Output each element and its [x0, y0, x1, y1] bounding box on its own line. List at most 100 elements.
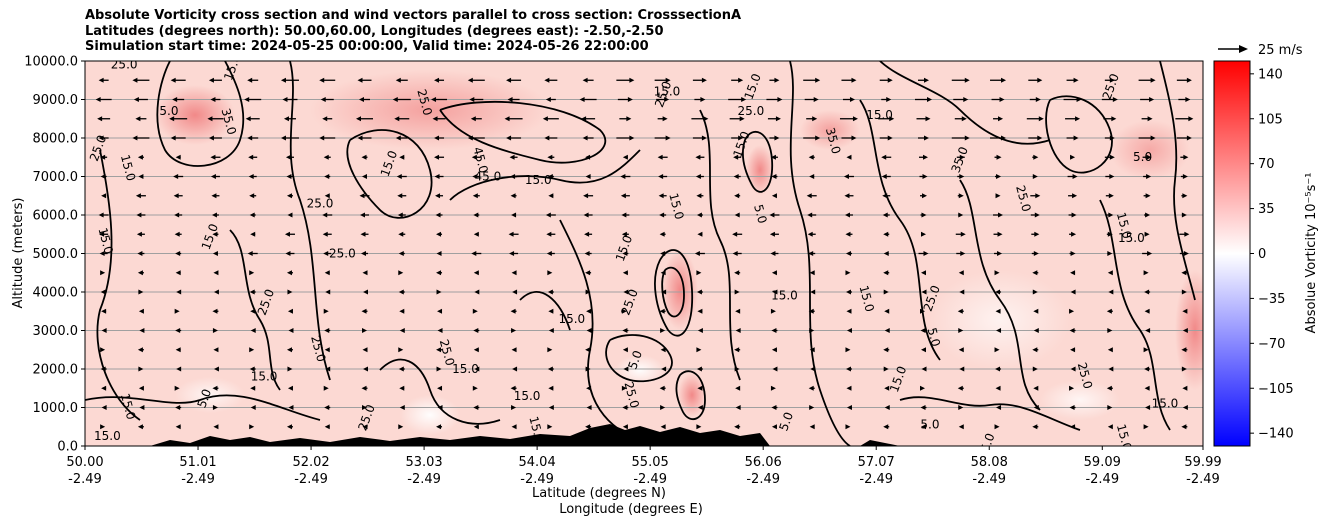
contour-label: 25.0 [1075, 361, 1095, 390]
wind-vector-head [283, 116, 289, 122]
wind-vector-head [1144, 289, 1150, 295]
wind-vector-head [320, 97, 326, 102]
wind-vector-head [360, 212, 365, 218]
wind-vector-head [100, 154, 106, 160]
wind-vector-head [959, 366, 965, 372]
wind-vector-head [1143, 347, 1149, 353]
wind-vector-head [95, 97, 101, 102]
wind-vector-head [1106, 385, 1112, 391]
wind-vector-head [735, 308, 741, 314]
wind-vector-head [472, 193, 478, 199]
wind-vector-head [1150, 135, 1156, 141]
wind-vector-head [100, 270, 106, 276]
wind-vector-head [1143, 424, 1149, 430]
wind-vector-head [661, 289, 667, 295]
wind-vector-head [398, 347, 404, 353]
colorbar-tick-label: 0 [1258, 247, 1266, 262]
contour-label: 15.0 [558, 312, 585, 326]
wind-vector-head [286, 347, 292, 353]
wind-vector-head [809, 347, 815, 353]
wind-vector-head [697, 385, 703, 391]
wind-vector-head [664, 97, 670, 102]
wind-vector-head [286, 270, 292, 276]
wind-vector-head [510, 193, 516, 199]
wind-vector-head [998, 212, 1004, 218]
wind-vector-head [99, 231, 105, 237]
wind-vector-head [98, 77, 104, 83]
wind-vector-head [325, 366, 331, 372]
contour-label: 15.0 [1152, 397, 1179, 411]
wind-vector-head [584, 251, 590, 256]
wind-vector-head [169, 116, 175, 122]
wind-vector-head [923, 154, 928, 160]
wind-vector-head [175, 328, 181, 333]
wind-vector-head [581, 116, 587, 122]
x-tick-label-lon: -2.49 [68, 472, 102, 487]
wind-vector-head [1182, 328, 1188, 333]
x-tick-label-lon: -2.49 [859, 472, 893, 487]
contour-label: 15.0 [526, 415, 546, 444]
wind-vector-head [995, 193, 1001, 199]
wind-vector-head [360, 231, 366, 237]
wind-vector-head [1185, 97, 1191, 102]
contour-label: 15.0 [118, 153, 138, 182]
wind-vector-head [324, 347, 330, 353]
wind-vector-head [323, 385, 329, 391]
wind-vector-head [1107, 347, 1113, 353]
wind-vector-head [1186, 135, 1192, 141]
wind-vector-head [622, 328, 628, 333]
wind-vector-head [287, 385, 293, 391]
wind-vector-head [174, 308, 180, 314]
wind-vector-head [994, 270, 1000, 276]
wind-vector-head [98, 212, 104, 218]
wind-vector-head [434, 174, 440, 179]
wind-vector-head [1109, 77, 1115, 83]
wind-vector-head [884, 328, 890, 333]
contour-label: 15.0 [251, 370, 278, 384]
wind-vector-head [250, 231, 256, 237]
wind-vector-head [1182, 385, 1188, 391]
wind-vector-head [924, 135, 929, 141]
x-axis-label-longitude: Longitude (degrees E) [559, 502, 703, 517]
wind-vector-head [1184, 231, 1190, 237]
wind-vector-head [1109, 135, 1115, 141]
wind-vector-head [920, 405, 926, 410]
wind-vector-head [172, 97, 178, 102]
wind-vector-head [287, 308, 293, 314]
wind-vector-head [582, 135, 588, 141]
wind-vector-head [504, 116, 510, 122]
wind-vector-head [1035, 97, 1041, 102]
wind-vector-head [249, 193, 255, 199]
y-axis: 0.0 1000.0 2000.0 3000.0 4000.0 5000.0 6000.0 7… [24, 55, 85, 455]
wind-vector-head [280, 77, 286, 83]
wind-vector-head [809, 174, 815, 179]
wind-vector-head [959, 174, 965, 179]
wind-vector-head [248, 154, 254, 160]
wind-vector-head [585, 289, 591, 295]
wind-vector-head [133, 97, 139, 102]
wind-vector-head [921, 212, 927, 218]
contour-label: 5.0 [751, 203, 769, 225]
wind-vector-head [925, 116, 931, 122]
x-tick-label-lon: -2.49 [520, 472, 554, 487]
wind-vector-head [213, 270, 219, 276]
contour-label: 15.0 [452, 362, 479, 376]
wind-vector-head [213, 289, 219, 295]
wind-vector-head [1107, 251, 1113, 256]
wind-vector-head [846, 385, 852, 391]
wind-vector-head [284, 231, 290, 237]
wind-vector-head [660, 424, 666, 430]
wind-vector-head [582, 77, 588, 83]
wind-vector-head [548, 405, 554, 410]
wind-vector-head [512, 366, 518, 372]
contour-label: 5.0 [925, 326, 943, 348]
wind-vector-head [696, 193, 702, 199]
wind-vector-head [1182, 193, 1188, 199]
y-tick-label: 4000.0 [33, 286, 79, 301]
wind-vector-head [361, 308, 367, 314]
wind-vector-head [286, 174, 292, 179]
wind-vector-head [846, 405, 852, 410]
wind-vector-head [472, 308, 478, 314]
wind-vector-head [810, 366, 816, 372]
wind-vector-head [208, 135, 214, 141]
